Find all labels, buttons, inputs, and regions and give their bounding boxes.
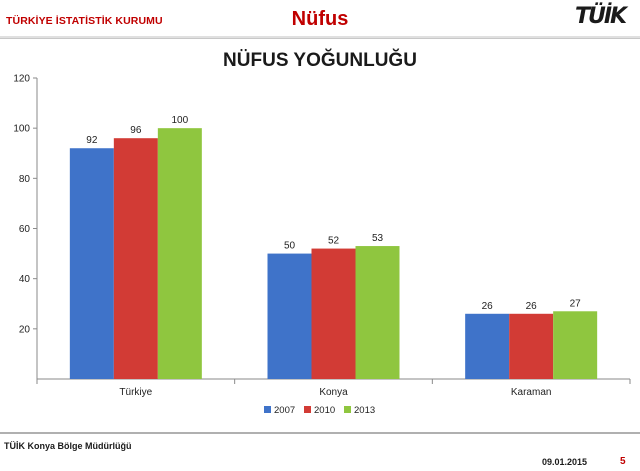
y-tick-label: 120 [13,74,30,85]
bar-2010-konya [311,248,356,379]
slide-header: TÜRKİYE İSTATİSTİK KURUMU Nüfus TÜİK [0,0,640,40]
bar-chart: 20 40 60 80 100 120 92 96 100 Türkiye 50 52 53 Konya 2… [13,74,631,416]
page-number: 5 [620,456,626,467]
bar-2007-türkiye [69,148,114,379]
bar-2013-türkiye [157,128,202,379]
section-title: Nüfus [291,8,349,30]
data-label: 50 [284,241,296,252]
tuik-logo-text: TÜİK [575,4,627,29]
bar-2013-konya [355,246,400,379]
x-tick-label: Türkiye [119,387,152,398]
y-tick-label: 60 [19,224,31,235]
legend-swatch-2010 [304,406,311,413]
x-tick-label: Konya [319,387,348,398]
footer-divider [0,432,640,434]
y-tick-label: 100 [13,124,30,135]
data-label: 53 [372,233,384,244]
data-label: 26 [482,301,494,312]
tuik-logo: TÜİK [575,6,627,28]
data-label: 52 [328,236,340,247]
bar-2007-karaman [465,313,510,379]
bar-2010-karaman [509,313,554,379]
data-label: 100 [171,115,188,126]
y-tick-label: 20 [19,324,31,335]
bar-2010-türkiye [113,138,158,379]
legend-label-2013: 2013 [354,405,375,416]
bar-2007-konya [267,253,312,379]
data-label: 96 [130,125,142,136]
header-divider [0,36,640,38]
header-divider-shadow [0,38,640,39]
footer-office: TÜİK Konya Bölge Müdürlüğü [4,441,132,451]
data-label: 26 [526,301,538,312]
legend-swatch-2007 [264,406,271,413]
chart-title: NÜFUS YOĞUNLUĞU [223,50,417,71]
footer-date: 09.01.2015 [542,457,588,467]
data-label: 27 [570,298,582,309]
legend-label-2007: 2007 [274,405,295,416]
y-tick-label: 40 [19,274,31,285]
organization-name: TÜRKİYE İSTATİSTİK KURUMU [6,15,163,27]
legend-swatch-2013 [344,406,351,413]
data-label: 92 [86,135,98,146]
bar-2013-karaman [553,311,598,379]
x-tick-label: Karaman [511,387,552,398]
y-tick-label: 80 [19,174,31,185]
legend-label-2010: 2010 [314,405,335,416]
